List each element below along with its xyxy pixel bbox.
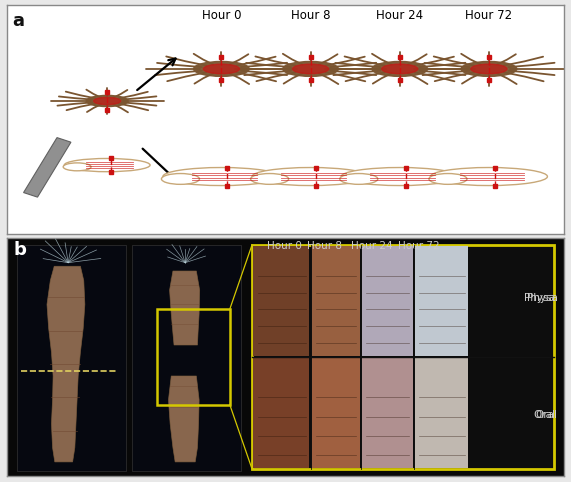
Text: Hour 24: Hour 24 xyxy=(351,241,393,251)
FancyBboxPatch shape xyxy=(253,358,309,468)
Text: Physa: Physa xyxy=(526,294,557,304)
Text: Oral: Oral xyxy=(533,410,555,420)
Ellipse shape xyxy=(340,174,378,184)
Text: Hour 72: Hour 72 xyxy=(399,241,440,251)
Text: Oral: Oral xyxy=(536,410,557,420)
Ellipse shape xyxy=(163,168,280,186)
Ellipse shape xyxy=(162,174,199,184)
Ellipse shape xyxy=(63,163,91,171)
Ellipse shape xyxy=(341,168,459,186)
Ellipse shape xyxy=(429,174,467,184)
Text: Hour 8: Hour 8 xyxy=(307,241,342,251)
Text: Physa: Physa xyxy=(524,294,555,304)
Text: Hour 8: Hour 8 xyxy=(291,9,331,22)
Text: Hour 72: Hour 72 xyxy=(465,9,513,22)
Polygon shape xyxy=(47,266,85,462)
FancyBboxPatch shape xyxy=(253,246,309,356)
Ellipse shape xyxy=(431,168,548,186)
Ellipse shape xyxy=(94,97,120,105)
FancyBboxPatch shape xyxy=(312,246,360,356)
FancyBboxPatch shape xyxy=(312,358,360,468)
FancyBboxPatch shape xyxy=(415,358,468,468)
FancyBboxPatch shape xyxy=(362,246,413,356)
Ellipse shape xyxy=(381,64,418,74)
FancyBboxPatch shape xyxy=(132,245,241,471)
Ellipse shape xyxy=(252,168,369,186)
Ellipse shape xyxy=(194,62,250,76)
FancyBboxPatch shape xyxy=(17,245,126,471)
FancyBboxPatch shape xyxy=(252,245,554,469)
Polygon shape xyxy=(170,271,200,345)
Text: Hour 0: Hour 0 xyxy=(267,241,302,251)
Ellipse shape xyxy=(372,62,428,76)
Polygon shape xyxy=(168,376,199,462)
Ellipse shape xyxy=(471,64,507,74)
FancyBboxPatch shape xyxy=(415,246,468,356)
Text: a: a xyxy=(13,12,25,30)
Text: Hour 24: Hour 24 xyxy=(376,9,423,22)
Text: Hour 0: Hour 0 xyxy=(202,9,241,22)
Ellipse shape xyxy=(292,64,329,74)
Ellipse shape xyxy=(203,64,239,74)
Ellipse shape xyxy=(283,62,339,76)
Ellipse shape xyxy=(65,159,150,172)
Polygon shape xyxy=(23,138,71,197)
Ellipse shape xyxy=(461,62,517,76)
Ellipse shape xyxy=(86,95,128,107)
FancyBboxPatch shape xyxy=(362,358,413,468)
Ellipse shape xyxy=(251,174,288,184)
Text: b: b xyxy=(14,241,26,259)
